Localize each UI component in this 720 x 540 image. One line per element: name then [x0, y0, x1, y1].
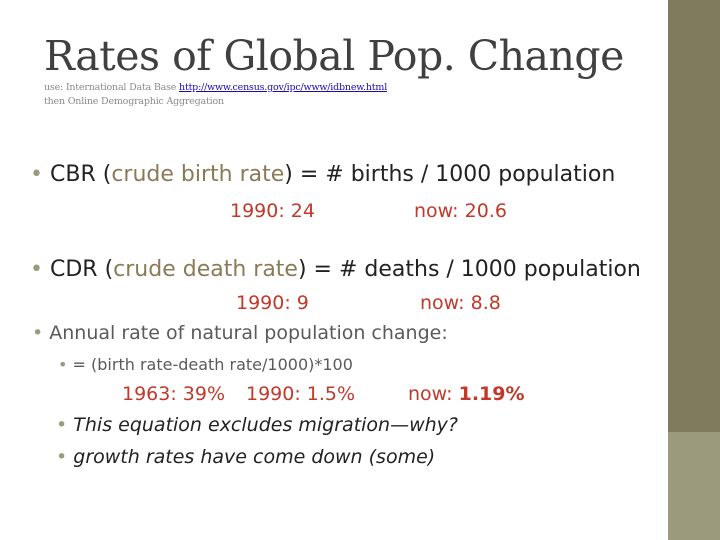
note-text: This equation excludes migration—why? — [73, 414, 458, 436]
annual-now-label: now: — [408, 383, 459, 405]
cbr-open: ( — [95, 162, 112, 187]
cbr-line: • CBR (crude birth rate) = # births / 10… — [30, 162, 615, 187]
cdr-now-label: now: — [420, 292, 471, 314]
bullet: • — [30, 162, 43, 187]
source-prefix: use: International Data Base — [44, 82, 180, 93]
bullet: • — [32, 322, 44, 344]
cbr-rest: ) = # births / 1000 population — [284, 162, 616, 187]
cdr-abbr: CDR — [49, 257, 98, 282]
cdr-line: • CDR (crude death rate) = # deaths / 10… — [30, 257, 641, 282]
cbr-term: crude birth rate — [111, 162, 285, 187]
source-line-1: use: International Data Base http://www.… — [44, 82, 387, 93]
bullet: • — [58, 355, 68, 374]
note-migration: • This equation excludes migration—why? — [56, 414, 458, 436]
note-growth: • growth rates have come down (some) — [56, 446, 435, 468]
cbr-abbr: CBR — [49, 162, 96, 187]
formula-line: • = (birth rate-death rate/1000)*100 — [58, 355, 353, 374]
cdr-now-value: now: 8.8 — [420, 292, 501, 314]
cdr-rest: ) = # deaths / 1000 population — [297, 257, 641, 282]
cbr-1990-value: 1990: 24 — [230, 200, 315, 222]
slide-title: Rates of Global Pop. Change — [44, 32, 624, 80]
note-text: growth rates have come down (some) — [73, 446, 436, 468]
source-link[interactable]: http://www.census.gov/ipc/www/idbnew.htm… — [179, 82, 388, 93]
annual-1963-value: 1963: 39% — [122, 383, 226, 405]
source-line-2: then Online Demographic Aggregation — [44, 96, 224, 107]
annual-now-value: now: 1.19% — [408, 383, 525, 405]
right-sidebar-block — [668, 432, 720, 540]
formula-text: = (birth rate-death rate/1000)*100 — [72, 355, 353, 374]
cbr-now-value: now: 20.6 — [414, 200, 507, 222]
bullet: • — [56, 414, 68, 436]
cdr-now-number: 8.8 — [470, 292, 501, 314]
bullet: • — [56, 446, 68, 468]
annual-text: Annual rate of natural population change… — [49, 322, 448, 344]
annual-1990-value: 1990: 1.5% — [246, 383, 356, 405]
annual-now-number: 1.19% — [458, 383, 525, 405]
bullet: • — [30, 257, 43, 282]
annual-line: • Annual rate of natural population chan… — [32, 322, 448, 344]
cdr-1990-value: 1990: 9 — [236, 292, 309, 314]
cdr-term: crude death rate — [113, 257, 298, 282]
cdr-open: ( — [97, 257, 114, 282]
